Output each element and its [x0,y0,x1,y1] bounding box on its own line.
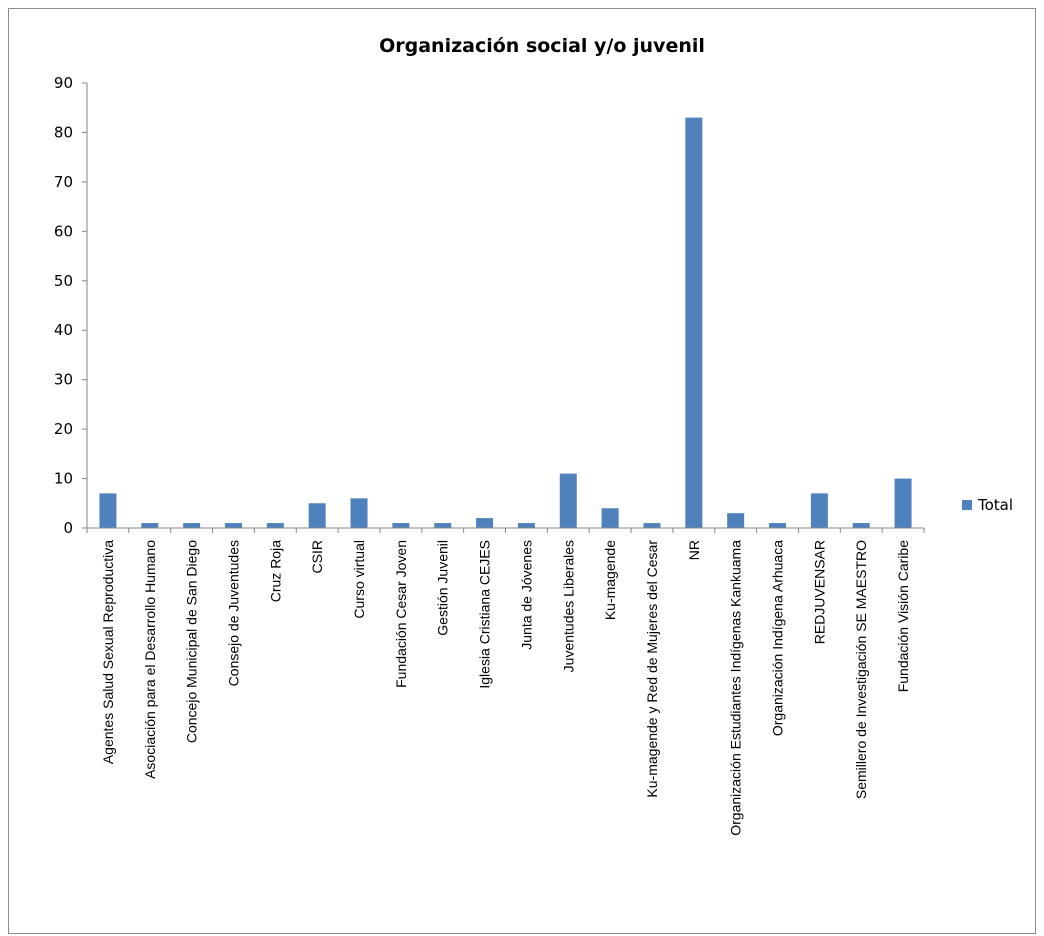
bar [852,523,870,528]
x-tick-label: Organización Estudiantes Indígenas Kanku… [728,540,744,836]
x-tick-label: Consejo de Juventudes [225,540,241,686]
y-axis-ticks: 0 10 20 30 40 50 60 70 80 90 [54,74,73,537]
x-tick-label: Juventudes Liberales [560,540,576,672]
bar [99,493,117,528]
x-tick-label: CSIR [309,540,325,573]
x-tick-label: REDJUVENSAR [811,540,827,644]
x-tick-label: Curso virtual [351,540,367,619]
bar [224,523,242,528]
bar [434,523,452,528]
x-tick-label: Iglesia Cristiana CEJES [477,540,493,689]
bar [894,478,912,528]
x-tick-label: Junta de Jóvenes [518,540,534,650]
axes [82,82,925,533]
x-tick-label: Gestión Juvenil [435,540,451,636]
bar [643,523,661,528]
x-tick-label: Fundación Visión Caribe [895,540,911,692]
x-tick-label: Concejo Municipal de San Diego [184,540,200,743]
x-tick-label: Ku-magende [602,540,618,620]
x-tick-label: NR [686,540,702,560]
y-tick-label: 80 [54,123,73,141]
bar [141,523,159,528]
x-tick-label: Semillero de Investigación SE MAESTRO [853,540,869,799]
bar [517,523,535,528]
y-tick-label: 30 [54,371,73,389]
bar [476,518,494,528]
y-tick-label: 20 [54,420,73,438]
bar [350,498,368,528]
x-tick-label: Asociación para el Desarrollo Humano [142,540,158,779]
bar [601,508,619,528]
bar-chart: Organización social y/o juvenil 0 10 20 30 4… [54,35,1013,836]
y-tick-label: 60 [54,222,73,240]
legend: Total [962,496,1013,514]
bar [727,513,745,528]
legend-label: Total [977,496,1013,514]
x-tick-label: Agentes Salud Sexual Reproductiva [100,540,116,764]
y-tick-label: 10 [54,470,73,488]
bar [769,523,787,528]
chart-title: Organización social y/o juvenil [379,35,705,57]
bars [99,117,912,528]
chart-frame: Organización social y/o juvenil 0 10 20 30 4… [8,8,1036,934]
bar [685,117,703,528]
bar [559,473,577,528]
y-tick-label: 90 [54,74,73,92]
y-tick-label: 0 [63,519,73,537]
y-tick-label: 40 [54,321,73,339]
x-axis-labels: Agentes Salud Sexual Reproductiva Asociac… [100,540,911,836]
bar [183,523,201,528]
bar [810,493,828,528]
y-tick-label: 50 [54,272,73,290]
y-tick-label: 70 [54,173,73,191]
legend-swatch [962,500,972,510]
x-tick-label: Fundación Cesar Joven [393,540,409,688]
x-tick-label: Organización Indígena Arhuaca [770,540,786,736]
x-tick-label: Cruz Roja [267,540,283,602]
bar [392,523,410,528]
x-tick-label: Ku-magende y Red de Mujeres del Cesar [644,540,660,798]
bar [308,503,326,528]
bar [266,523,284,528]
